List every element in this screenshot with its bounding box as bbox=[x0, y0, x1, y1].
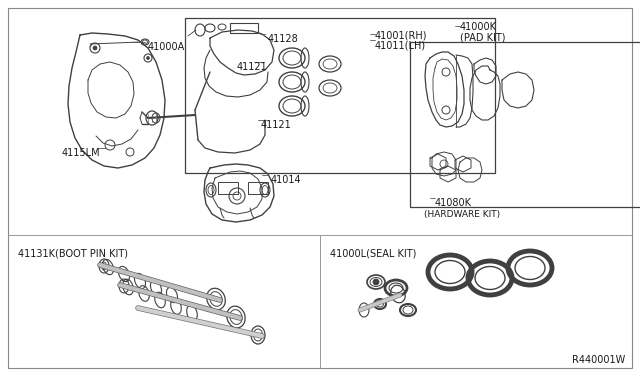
Text: 41011(LH): 41011(LH) bbox=[375, 40, 426, 50]
Text: 41000A: 41000A bbox=[148, 42, 185, 52]
Text: (HARDWARE KIT): (HARDWARE KIT) bbox=[424, 210, 500, 219]
Text: 41131K(BOOT PIN KIT): 41131K(BOOT PIN KIT) bbox=[18, 248, 128, 258]
Text: 4115LM: 4115LM bbox=[62, 148, 100, 158]
Text: 41001(RH): 41001(RH) bbox=[375, 30, 428, 40]
Bar bbox=[410, 42, 640, 207]
Circle shape bbox=[93, 46, 97, 50]
Text: 41128: 41128 bbox=[268, 34, 299, 44]
Circle shape bbox=[373, 279, 379, 285]
Text: 41121: 41121 bbox=[237, 62, 268, 72]
Text: 41121: 41121 bbox=[261, 120, 292, 130]
Text: 41080K: 41080K bbox=[435, 198, 472, 208]
Bar bbox=[185, 18, 495, 173]
Circle shape bbox=[147, 57, 150, 60]
Bar bbox=[248, 182, 268, 194]
Text: 41000L(SEAL KIT): 41000L(SEAL KIT) bbox=[330, 248, 417, 258]
Bar bbox=[230, 23, 258, 33]
Text: R440001W: R440001W bbox=[572, 355, 625, 365]
Text: (PAD KIT): (PAD KIT) bbox=[460, 32, 506, 42]
Text: 41000K: 41000K bbox=[460, 22, 497, 32]
Text: 41014: 41014 bbox=[271, 175, 301, 185]
Bar bbox=[218, 182, 238, 194]
